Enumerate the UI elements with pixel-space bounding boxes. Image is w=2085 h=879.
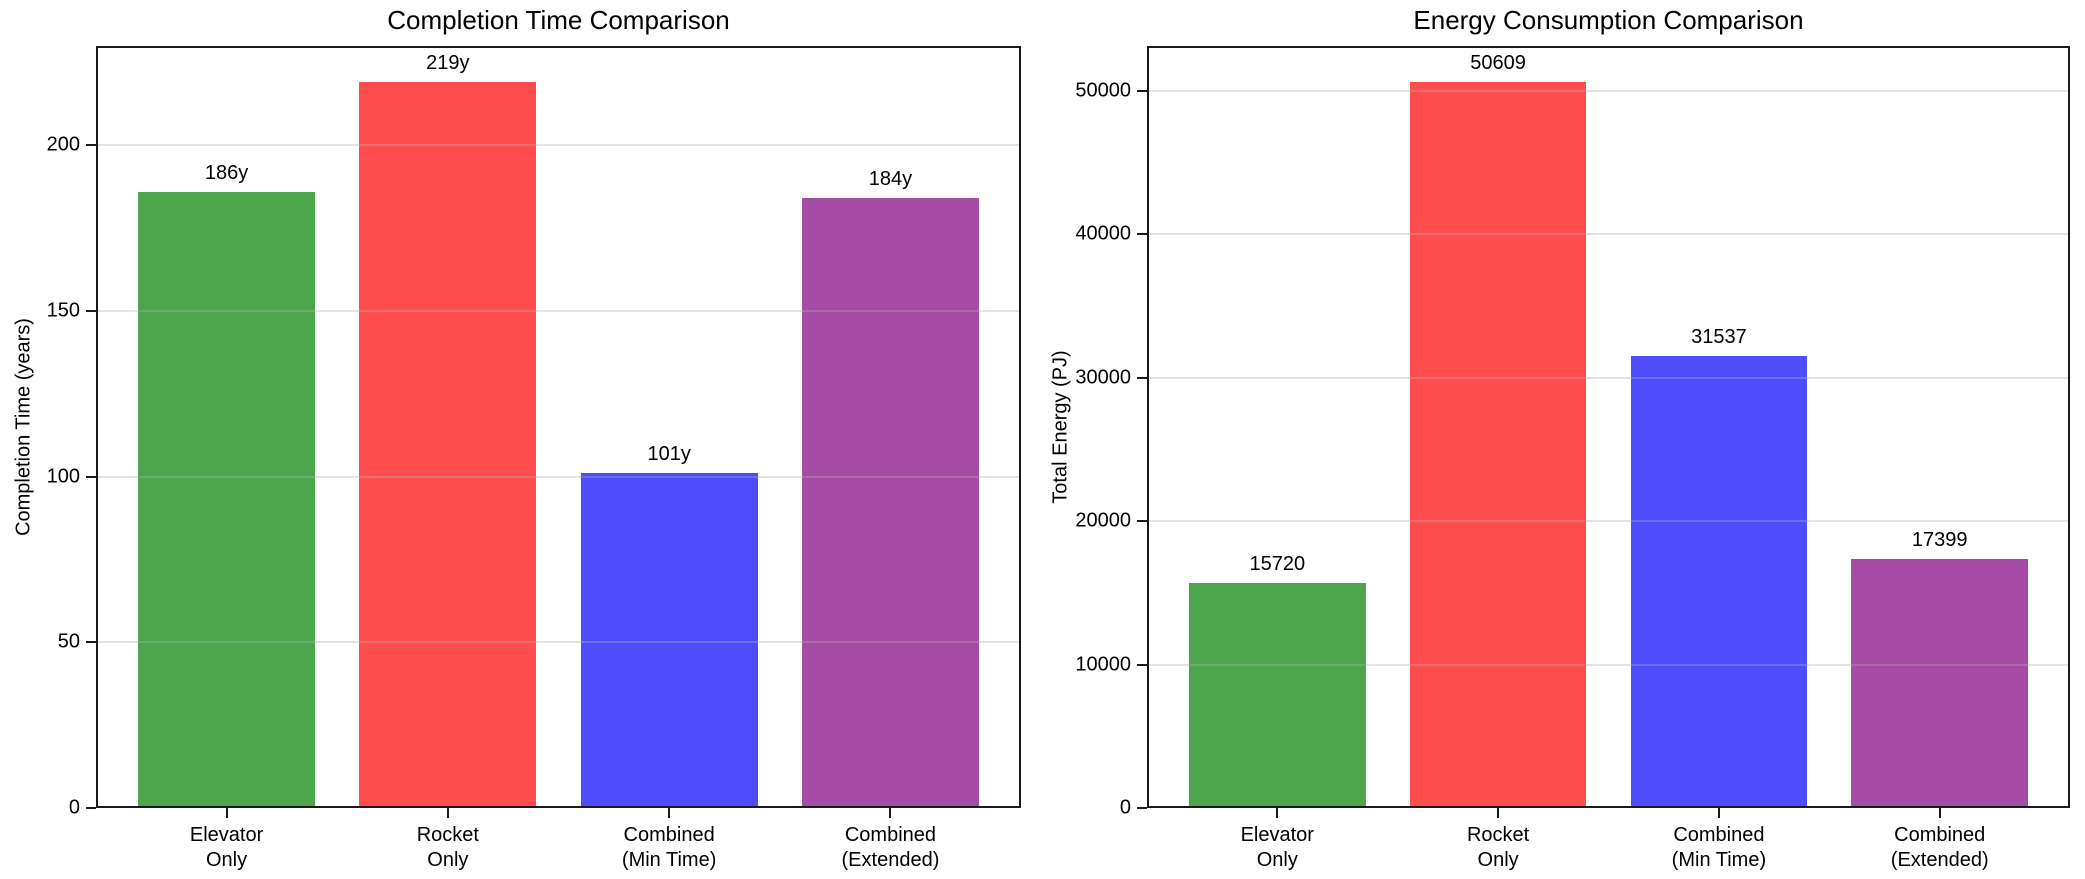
bar-combined-extended bbox=[801, 198, 979, 808]
bar-elevator-only bbox=[1188, 582, 1366, 808]
y-tick-label: 0 bbox=[68, 796, 80, 819]
x-tick-mark bbox=[1497, 808, 1500, 818]
subplot-energy-consumption: Energy Consumption Comparison Total Ener… bbox=[1050, 5, 2070, 871]
y-tick-label: 0 bbox=[1119, 796, 1131, 819]
bar-value-label: 15720 bbox=[1249, 552, 1306, 575]
x-tick-label: Rocket Only bbox=[1466, 824, 1530, 871]
y-tick-label: 50000 bbox=[1075, 79, 1131, 102]
y-tick-mark bbox=[1137, 663, 1147, 666]
x-tick-label: Rocket Only bbox=[416, 824, 479, 871]
bar-value-label: 219y bbox=[426, 52, 470, 75]
bar-elevator-only bbox=[138, 191, 316, 808]
gridline bbox=[1147, 376, 2070, 379]
y-tick-label: 30000 bbox=[1075, 366, 1131, 389]
x-tick-label: Combined (Extended) bbox=[1890, 824, 1989, 871]
y-tick-mark bbox=[86, 475, 96, 478]
y-tick-mark bbox=[1137, 807, 1147, 809]
bar-combined-min-time bbox=[580, 473, 758, 808]
y-tick-label: 10000 bbox=[1075, 653, 1131, 676]
gridline bbox=[1147, 90, 2070, 93]
y-tick-label: 20000 bbox=[1075, 509, 1131, 532]
bar-value-label: 31537 bbox=[1691, 325, 1747, 348]
y-tick-mark bbox=[86, 641, 96, 644]
x-tick-mark bbox=[1717, 808, 1720, 818]
y-tick-label: 150 bbox=[46, 299, 80, 322]
y-tick-mark bbox=[1137, 376, 1147, 379]
bar-rocket-only bbox=[1409, 82, 1587, 808]
y-tick-mark bbox=[1137, 520, 1147, 523]
gridline bbox=[1147, 233, 2070, 236]
y-tick-label: 50 bbox=[57, 630, 80, 653]
bar-rocket-only bbox=[359, 82, 537, 808]
chart-title: Completion Time Comparison bbox=[387, 5, 730, 35]
x-tick-mark bbox=[1938, 808, 1941, 818]
x-tick-mark bbox=[225, 808, 228, 818]
y-tick-mark bbox=[86, 144, 96, 147]
y-tick-label: 100 bbox=[46, 465, 80, 488]
bar-combined-min-time bbox=[1630, 355, 1808, 808]
bar-value-label: 101y bbox=[647, 443, 691, 466]
x-tick-label: Combined (Min Time) bbox=[1671, 824, 1767, 871]
subplot-completion-time: Completion Time Comparison Completion Ti… bbox=[13, 5, 1021, 871]
x-tick-label: Elevator Only bbox=[1240, 824, 1314, 871]
y-tick-mark bbox=[86, 807, 96, 809]
y-tick-mark bbox=[86, 309, 96, 312]
bar-value-label: 50609 bbox=[1470, 52, 1526, 75]
y-axis-label: Completion Time (years) bbox=[12, 318, 35, 536]
y-tick-mark bbox=[1137, 90, 1147, 93]
x-tick-mark bbox=[446, 808, 449, 818]
x-tick-mark bbox=[668, 808, 671, 818]
bar-value-label: 186y bbox=[204, 161, 249, 184]
x-tick-label: Combined (Min Time) bbox=[621, 824, 717, 871]
bar-value-label: 184y bbox=[868, 168, 913, 191]
gridline bbox=[96, 144, 1021, 147]
y-tick-label: 40000 bbox=[1075, 222, 1131, 245]
x-tick-mark bbox=[1276, 808, 1279, 818]
y-tick-mark bbox=[1137, 233, 1147, 236]
chart-title: Energy Consumption Comparison bbox=[1413, 5, 1804, 35]
y-axis-label: Total Energy (PJ) bbox=[1049, 350, 1072, 504]
gridline bbox=[1147, 520, 2070, 523]
y-tick-label: 200 bbox=[46, 133, 80, 156]
x-tick-label: Combined (Extended) bbox=[841, 824, 940, 871]
bar-combined-extended bbox=[1851, 558, 2029, 808]
x-tick-mark bbox=[889, 808, 892, 818]
x-tick-label: Elevator Only bbox=[189, 824, 264, 871]
bar-value-label: 17399 bbox=[1911, 528, 1968, 551]
